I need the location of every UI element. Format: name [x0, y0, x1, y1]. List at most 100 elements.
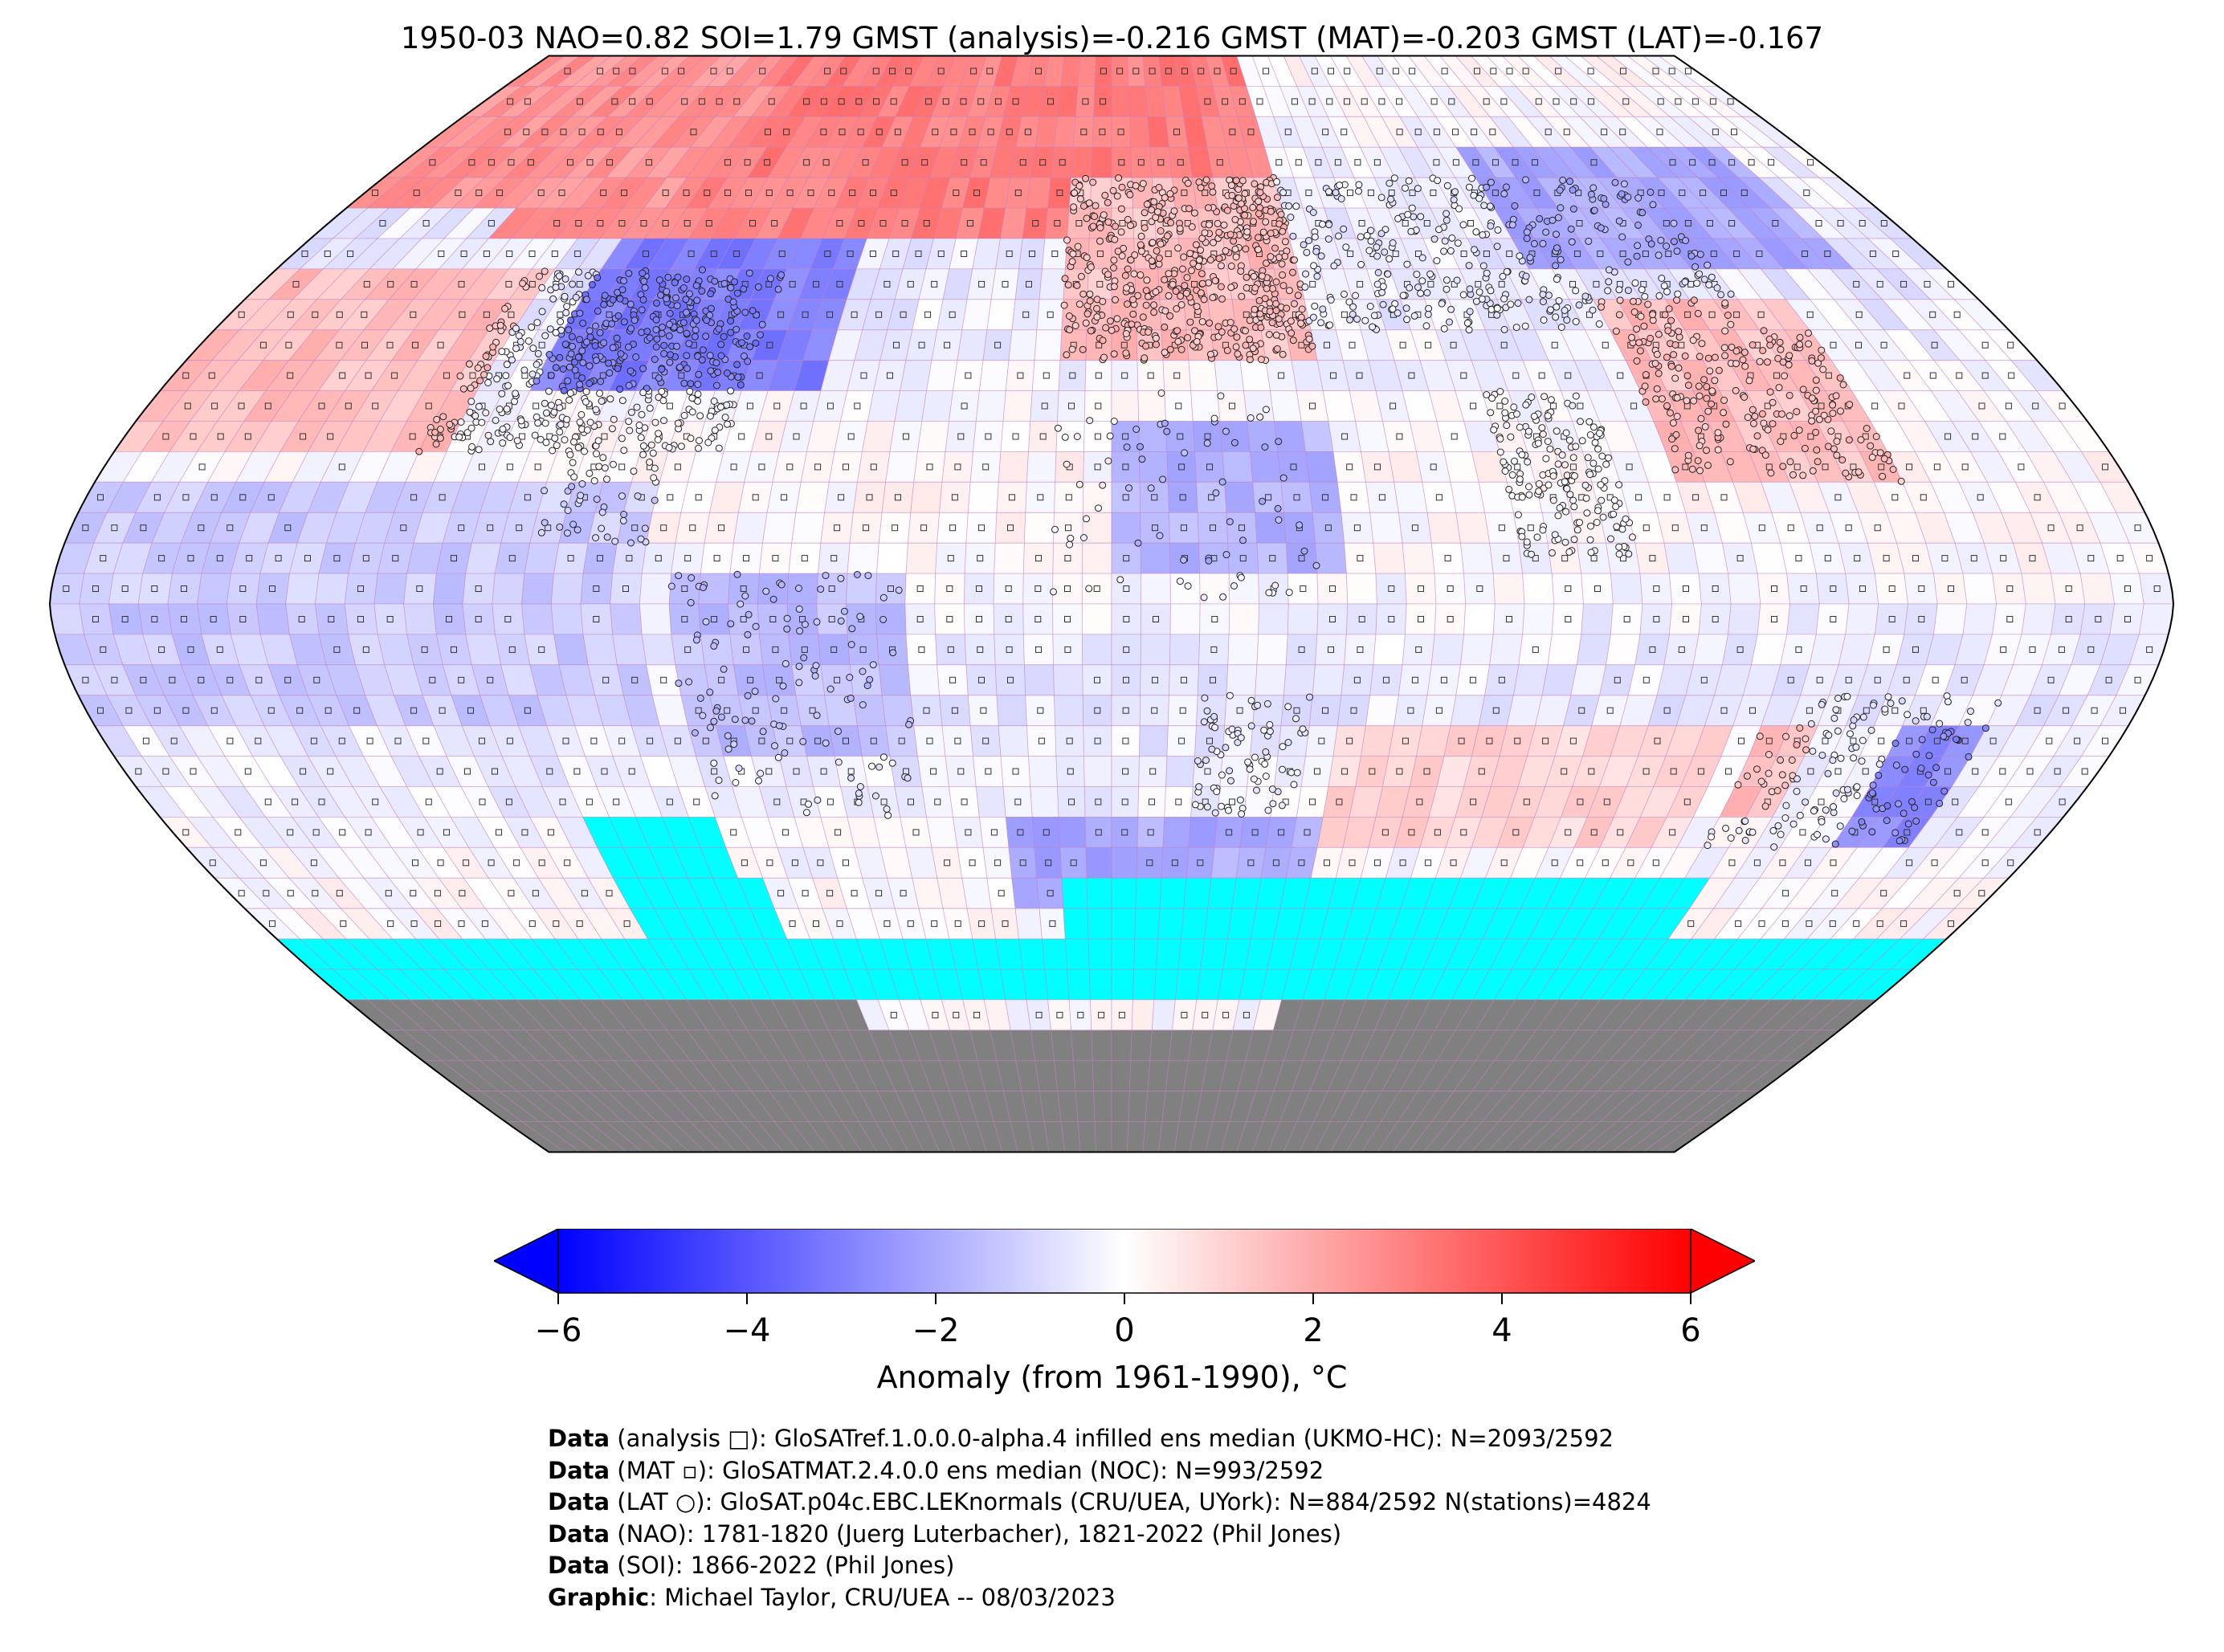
analysis-marker — [537, 190, 545, 197]
station-marker — [432, 440, 440, 448]
analysis-marker — [777, 890, 785, 897]
analysis-marker — [1830, 341, 1837, 349]
analysis-marker — [1601, 128, 1608, 136]
grid-cell — [967, 481, 999, 513]
analysis-marker — [2134, 524, 2141, 532]
station-marker — [542, 409, 550, 417]
grid-cell — [1128, 1091, 1149, 1122]
analysis-marker — [1326, 98, 1333, 105]
station-marker — [569, 280, 577, 288]
analysis-marker — [771, 220, 778, 226]
analysis-marker — [1553, 98, 1560, 105]
analysis-marker — [1822, 737, 1829, 744]
analysis-marker — [298, 616, 305, 622]
analysis-marker — [890, 1011, 897, 1018]
station-marker — [1246, 336, 1254, 344]
analysis-marker — [1309, 798, 1316, 806]
station-marker — [1065, 312, 1073, 320]
analysis-marker — [1427, 280, 1434, 288]
analysis-marker — [125, 707, 133, 714]
grid-cell — [612, 634, 647, 666]
analysis-marker — [765, 768, 773, 775]
station-marker — [1186, 250, 1194, 257]
analysis-marker — [1099, 128, 1106, 136]
grid-cell — [786, 573, 818, 605]
station-marker — [512, 324, 520, 332]
analysis-marker — [487, 524, 494, 532]
analysis-marker — [2007, 341, 2014, 349]
analysis-marker — [446, 616, 452, 622]
analysis-marker — [534, 463, 541, 471]
analysis-marker — [304, 555, 311, 562]
station-marker — [651, 418, 659, 426]
analysis-marker — [547, 829, 554, 836]
analysis-marker — [1527, 524, 1534, 532]
analysis-marker — [1123, 676, 1129, 683]
station-marker — [1665, 305, 1673, 312]
analysis-marker — [1486, 737, 1493, 744]
analysis-marker — [1204, 98, 1211, 105]
analysis-marker — [1418, 616, 1424, 622]
grid-cell — [1165, 756, 1195, 787]
analysis-marker — [190, 768, 197, 775]
analysis-marker — [1173, 128, 1180, 136]
station-marker — [1148, 257, 1156, 265]
analysis-marker — [1569, 737, 1577, 744]
grid-cell — [1139, 725, 1169, 757]
grid-cell — [795, 481, 830, 513]
station-marker — [635, 422, 643, 429]
grid-cell — [1962, 603, 1998, 635]
station-marker — [561, 341, 569, 349]
grid-cell — [1111, 1060, 1132, 1092]
grid-cell — [1489, 634, 1524, 666]
station-marker — [524, 337, 533, 345]
analysis-marker — [1389, 402, 1397, 410]
analysis-marker — [1862, 768, 1869, 775]
analysis-marker — [951, 494, 958, 501]
analysis-marker — [296, 707, 304, 714]
analysis-marker — [1652, 859, 1659, 867]
analysis-marker — [338, 463, 345, 471]
analysis-marker — [210, 494, 218, 501]
analysis-marker — [1720, 190, 1727, 197]
analysis-marker — [888, 585, 894, 592]
analysis-marker — [1692, 98, 1700, 105]
station-marker — [730, 278, 738, 286]
analysis-marker — [1772, 220, 1779, 226]
station-marker — [1202, 176, 1210, 184]
analysis-marker — [961, 159, 968, 166]
station-marker — [534, 349, 542, 357]
analysis-marker — [1498, 524, 1505, 532]
analysis-marker — [318, 402, 325, 410]
analysis-marker — [973, 1011, 981, 1018]
analysis-marker — [422, 737, 430, 744]
station-marker — [693, 296, 701, 304]
analysis-marker — [1450, 859, 1457, 867]
analysis-marker — [1924, 798, 1932, 806]
analysis-marker — [1807, 768, 1814, 775]
analysis-marker — [353, 707, 361, 714]
analysis-marker — [1435, 707, 1443, 714]
station-marker — [683, 352, 691, 360]
analysis-marker — [820, 98, 827, 105]
analysis-marker — [1948, 280, 1954, 288]
analysis-marker — [2081, 768, 2088, 775]
grid-cell — [1018, 938, 1046, 970]
analysis-marker — [1450, 341, 1457, 349]
analysis-marker — [1773, 372, 1780, 379]
analysis-marker — [740, 616, 747, 622]
grid-cell — [908, 664, 941, 696]
analysis-marker — [1152, 524, 1158, 532]
analysis-marker — [226, 524, 234, 532]
station-marker — [1177, 292, 1185, 300]
station-marker — [625, 381, 633, 390]
analysis-marker — [863, 524, 870, 532]
analysis-marker — [1298, 859, 1305, 867]
analysis-marker — [1094, 737, 1101, 744]
analysis-marker — [1034, 616, 1042, 622]
station-marker — [499, 439, 507, 447]
station-marker — [1130, 270, 1138, 278]
station-marker — [652, 326, 660, 333]
station-marker — [1658, 275, 1666, 282]
